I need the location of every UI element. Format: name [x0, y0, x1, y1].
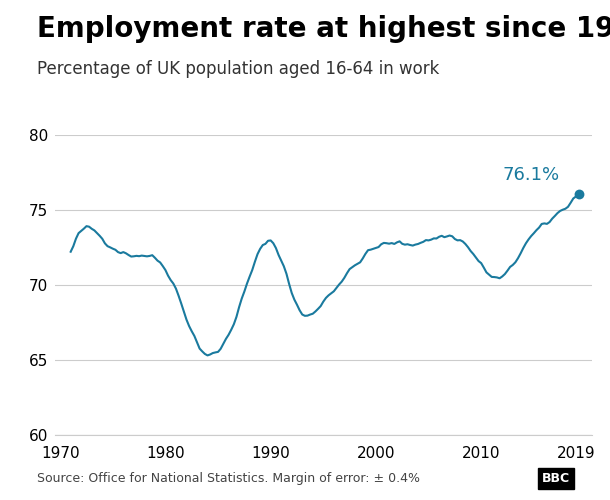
Text: Source: Office for National Statistics. Margin of error: ± 0.4%: Source: Office for National Statistics. …: [37, 472, 420, 485]
Text: Percentage of UK population aged 16-64 in work: Percentage of UK population aged 16-64 i…: [37, 60, 439, 78]
Text: Employment rate at highest since 1971: Employment rate at highest since 1971: [37, 15, 610, 43]
Point: [573, 190, 583, 198]
Text: BBC: BBC: [542, 472, 570, 485]
Text: 76.1%: 76.1%: [503, 166, 559, 184]
